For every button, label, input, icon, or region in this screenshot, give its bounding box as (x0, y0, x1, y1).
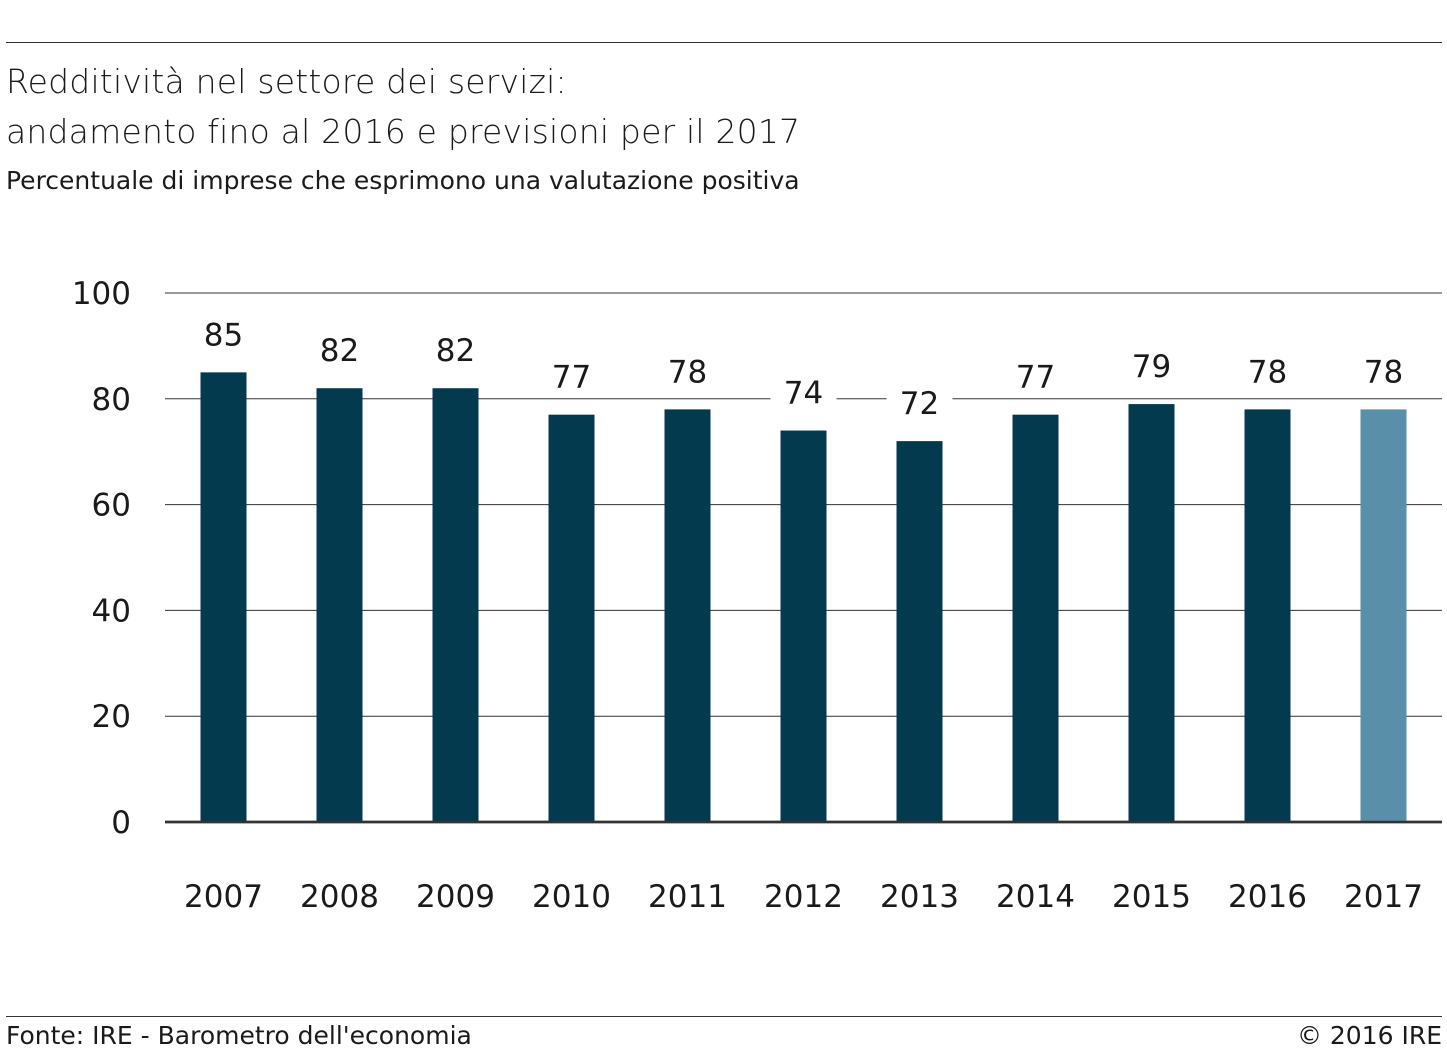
bar (780, 430, 827, 822)
x-tick-label: 2009 (416, 879, 495, 915)
bar-chart: 0 20 40 60 80 100 85 2007 82 2008 82 2009 77 2010 78 20… (72, 276, 1442, 915)
value-label-bg (538, 361, 605, 396)
x-tick-label: 2010 (532, 879, 611, 915)
x-tick-label: 2007 (184, 879, 263, 915)
bar (200, 372, 247, 822)
top-rule (6, 42, 1442, 43)
x-tick-label: 2015 (1112, 879, 1191, 915)
value-label-bg (654, 356, 721, 391)
value-label-bg (1118, 351, 1185, 386)
bar (1244, 409, 1291, 822)
value-label: 77 (1016, 360, 1055, 396)
bar (316, 388, 363, 822)
x-tick-label: 2017 (1344, 879, 1423, 915)
bar (1012, 414, 1059, 822)
y-tick-label: 80 (92, 382, 131, 418)
value-label-bg (1002, 361, 1069, 396)
value-label: 82 (320, 333, 359, 369)
value-label: 78 (1248, 354, 1287, 390)
value-label-bg (190, 319, 257, 354)
x-tick-label: 2008 (300, 879, 379, 915)
bottom-rule (6, 1016, 1442, 1017)
y-tick-label: 40 (92, 593, 131, 629)
chart-title-line-2: andamento fino al 2016 e previsioni per … (6, 112, 801, 151)
value-label: 77 (552, 360, 591, 396)
y-tick-label: 0 (111, 805, 131, 841)
bar (896, 441, 943, 822)
bar (432, 388, 479, 822)
y-tick-label: 100 (72, 276, 131, 312)
value-label: 72 (900, 386, 939, 422)
x-tick-label: 2014 (996, 879, 1075, 915)
chart-title-line-1: Redditività nel settore dei servizi: (6, 62, 567, 101)
x-tick-label: 2011 (648, 879, 727, 915)
bar (664, 409, 711, 822)
value-label-bg (1234, 356, 1301, 391)
value-label: 85 (204, 317, 243, 353)
bar (548, 414, 595, 822)
value-label: 78 (668, 354, 707, 390)
value-label-bg (306, 335, 373, 370)
chart-subtitle: Percentuale di imprese che esprimono una… (6, 166, 800, 195)
x-tick-label: 2016 (1228, 879, 1307, 915)
copyright-note: © 2016 IRE (1296, 1021, 1442, 1050)
value-label: 82 (436, 333, 475, 369)
value-label: 74 (784, 376, 823, 412)
bar (1128, 404, 1175, 822)
value-label-bg (886, 388, 953, 423)
value-label-bg (422, 335, 489, 370)
bar-forecast (1360, 409, 1407, 822)
value-label: 79 (1132, 349, 1171, 385)
source-note: Fonte: IRE - Barometro dell'economia (6, 1021, 472, 1050)
y-tick-label: 20 (92, 699, 131, 735)
value-label-bg (1350, 356, 1417, 391)
x-tick-label: 2013 (880, 879, 959, 915)
x-tick-label: 2012 (764, 879, 843, 915)
value-label: 78 (1364, 354, 1403, 390)
value-label-bg (770, 377, 837, 412)
y-tick-label: 60 (92, 488, 131, 524)
